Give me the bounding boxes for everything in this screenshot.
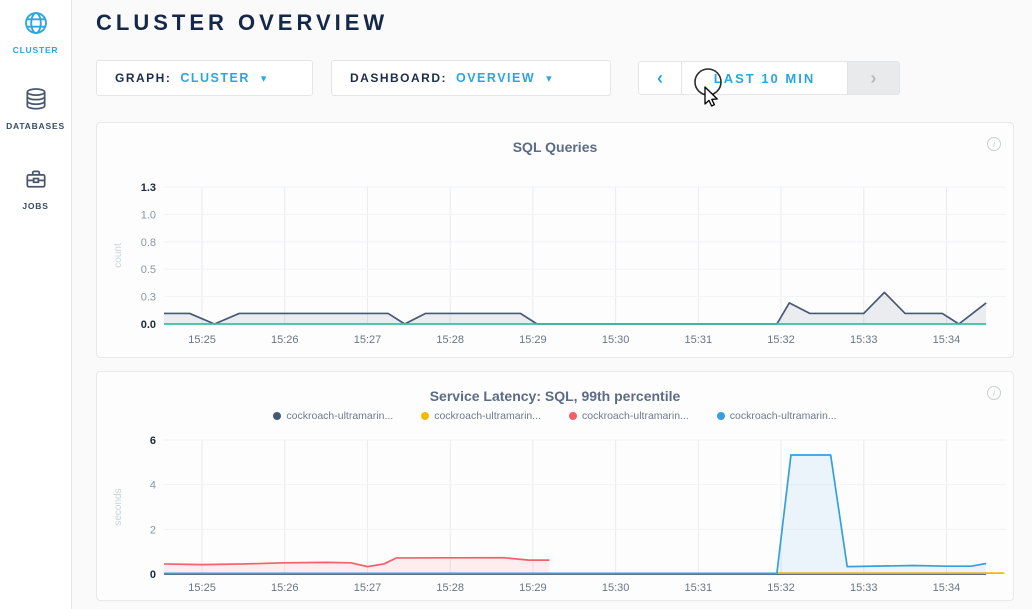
y-tick-label: 0.8 — [141, 237, 156, 249]
chart-title: Service Latency: SQL, 99th percentile — [429, 388, 681, 404]
x-tick-label: 15:34 — [933, 582, 961, 594]
chart-title: SQL Queries — [512, 139, 598, 155]
series-area — [164, 292, 987, 324]
x-tick-label: 15:30 — [602, 582, 630, 594]
x-tick-label: 15:32 — [767, 582, 795, 594]
axis-unit-label: count — [113, 243, 124, 268]
graph-dropdown-label: GRAPH: — [115, 71, 172, 85]
x-tick-label: 15:33 — [850, 582, 878, 594]
y-tick-label: 1.3 — [141, 182, 156, 194]
series-area — [164, 454, 987, 574]
time-window-prev-button[interactable]: ‹ — [639, 62, 682, 94]
sidebar-item-databases[interactable]: DATABASES — [0, 86, 71, 131]
sql-queries-card: SQL Queries i 15:25 15:26 15:27 15:28 15:29 1… — [96, 122, 1014, 358]
service-latency-chart: 15:25 15:26 15:27 15:28 15:29 15:30 15:31 15:32… — [113, 435, 1006, 594]
legend-dot-icon — [273, 412, 282, 420]
series-line — [164, 454, 987, 575]
databases-icon — [23, 86, 49, 117]
chart-legend: cockroach-ultramarin... cockroach-ultrama… — [97, 410, 1013, 422]
x-tick-label: 15:25 — [188, 334, 216, 346]
legend-dot-icon — [421, 412, 430, 420]
sidebar: CLUSTER DATABASES JOBS — [0, 0, 72, 609]
x-tick-label: 15:27 — [354, 334, 382, 346]
chevron-down-icon: ▾ — [546, 72, 552, 85]
x-tick-label: 15:30 — [602, 334, 630, 346]
legend-item[interactable]: cockroach-ultramarin... — [569, 410, 689, 422]
x-tick-label: 15:27 — [354, 582, 382, 594]
globe-icon — [23, 10, 49, 41]
x-tick-label: 15:31 — [685, 582, 713, 594]
y-tick-label: 0.0 — [141, 319, 156, 331]
time-window-selector: ‹ LAST 10 MIN › — [638, 61, 900, 95]
info-icon[interactable]: i — [987, 386, 1001, 400]
y-tick-label: 6 — [150, 435, 156, 447]
dashboard-dropdown-value: OVERVIEW — [456, 71, 536, 85]
x-tick-label: 15:25 — [188, 582, 216, 594]
x-tick-label: 15:29 — [519, 582, 547, 594]
graph-dropdown[interactable]: GRAPH: CLUSTER ▾ — [96, 60, 313, 96]
sidebar-item-label: DATABASES — [6, 121, 65, 131]
x-tick-label: 15:32 — [767, 334, 795, 346]
x-tick-label: 15:26 — [271, 334, 299, 346]
chevron-left-icon: ‹ — [657, 67, 663, 88]
sidebar-item-label: CLUSTER — [12, 45, 59, 55]
x-tick-label: 15:26 — [271, 582, 299, 594]
graph-dropdown-value: CLUSTER — [180, 71, 250, 85]
x-tick-label: 15:34 — [933, 334, 961, 346]
briefcase-icon — [23, 166, 49, 197]
x-tick-label: 15:28 — [436, 334, 464, 346]
legend-label: cockroach-ultramarin... — [286, 410, 394, 422]
dashboard-dropdown-label: DASHBOARD: — [350, 71, 447, 85]
legend-dot-icon — [716, 412, 725, 420]
x-tick-label: 15:31 — [685, 334, 713, 346]
legend-label: cockroach-ultramarin... — [582, 410, 689, 422]
legend-dot-icon — [569, 412, 577, 420]
series-area — [164, 557, 550, 574]
legend-label: cockroach-ultramarin... — [434, 410, 541, 422]
legend-item[interactable]: cockroach-ultramarin... — [421, 410, 541, 422]
page-title: CLUSTER OVERVIEW — [96, 10, 389, 35]
axis-unit-label: seconds — [113, 488, 124, 525]
x-tick-label: 15:29 — [519, 334, 547, 346]
sidebar-item-cluster[interactable]: CLUSTER — [0, 10, 71, 55]
y-tick-label: 0.5 — [141, 264, 156, 276]
x-tick-label: 15:33 — [850, 334, 878, 346]
sql-queries-chart: 15:25 15:26 15:27 15:28 15:29 15:30 15:31 15:32… — [113, 182, 1006, 346]
legend-item[interactable]: cockroach-ultramarin... — [716, 410, 837, 422]
dashboard-dropdown[interactable]: DASHBOARD: OVERVIEW ▾ — [331, 60, 611, 96]
series-line — [163, 556, 550, 568]
time-window-next-button[interactable]: › — [847, 62, 899, 94]
legend-item[interactable]: cockroach-ultramarin... — [273, 410, 393, 422]
y-tick-label: 2 — [150, 524, 156, 536]
chevron-right-icon: › — [870, 67, 877, 88]
time-window-range-button[interactable]: LAST 10 MIN — [713, 70, 816, 86]
sidebar-item-jobs[interactable]: JOBS — [0, 166, 71, 211]
chevron-down-icon: ▾ — [260, 72, 267, 85]
legend-label: cockroach-ultramarin... — [729, 410, 837, 422]
y-tick-label: 0.3 — [141, 292, 156, 304]
y-tick-label: 1.0 — [141, 209, 156, 221]
service-latency-card: Service Latency: SQL, 99th percentile i … — [96, 371, 1014, 601]
x-tick-label: 15:28 — [436, 582, 464, 594]
sidebar-item-label: JOBS — [22, 201, 49, 211]
y-tick-label: 4 — [150, 480, 156, 492]
y-tick-label: 0 — [150, 569, 156, 581]
info-icon[interactable]: i — [987, 137, 1001, 151]
